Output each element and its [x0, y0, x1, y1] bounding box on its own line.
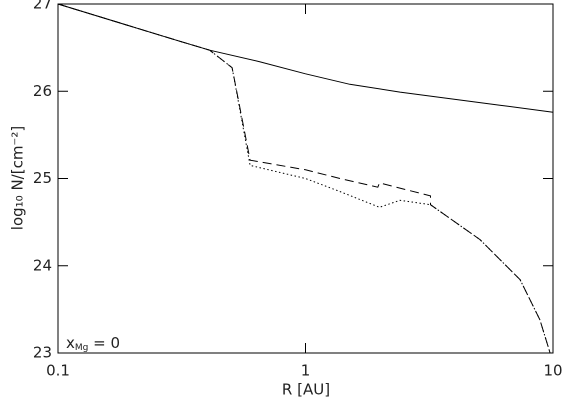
series-line [57, 3, 551, 354]
x-tick-label: 0.1 [46, 362, 70, 380]
annotation-sub: Mg [75, 343, 88, 353]
y-tick-label: 25 [33, 169, 52, 187]
x-tick-label: 10 [543, 362, 562, 380]
x-tick-label: 1 [301, 362, 311, 380]
y-tick-label: 26 [33, 82, 52, 100]
y-tick-label: 24 [33, 256, 52, 274]
y-tick-label: 27 [33, 0, 52, 13]
series-line [57, 3, 551, 354]
y-axis-label: log₁₀ N/[cm⁻²] [9, 126, 27, 230]
y-tick-label: 23 [33, 344, 52, 362]
annotation-base: x [66, 334, 75, 352]
annotation: xMg = 0 [66, 334, 120, 353]
annotation-rest: = 0 [88, 334, 120, 352]
series-line [57, 3, 554, 113]
x-axis-label: R [AU] [282, 381, 330, 399]
plot-frame [57, 3, 554, 354]
